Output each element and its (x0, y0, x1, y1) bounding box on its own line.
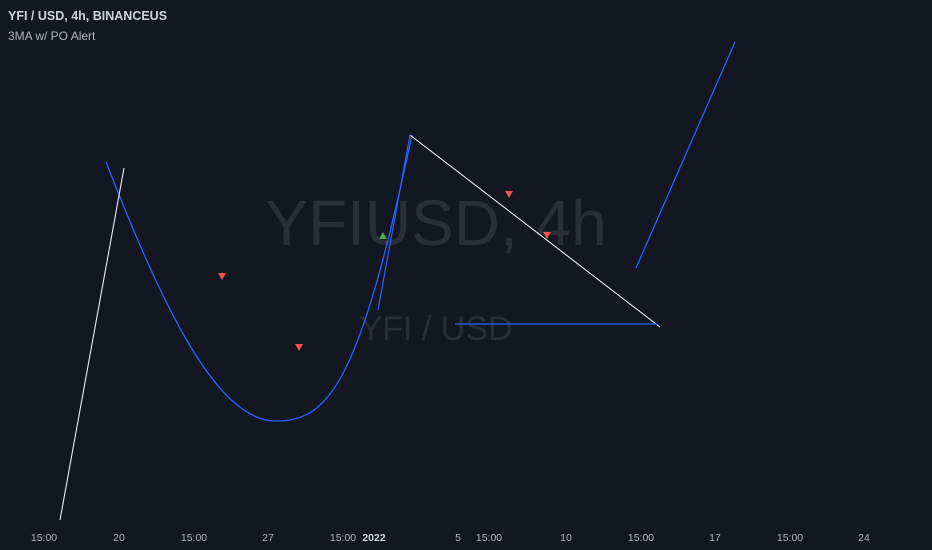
x-tick-label: 10 (560, 532, 572, 544)
rounded-bottom-arc (105, 134, 413, 422)
rally-trendline (59, 167, 125, 521)
x-tick-label: 24 (858, 532, 870, 544)
symbol-title: YFI / USD, 4h, BINANCEUS (8, 9, 168, 23)
sell-signal-icon (543, 232, 551, 239)
x-tick-label: 2022 (362, 532, 386, 544)
x-tick-label: 15:00 (181, 532, 207, 544)
indicator-title[interactable]: 3MA w/ PO Alert (8, 29, 96, 43)
sell-signal-icon (218, 273, 226, 280)
x-tick-label: 15:00 (476, 532, 502, 544)
projection-line (635, 41, 736, 269)
sell-signal-icon (505, 191, 513, 198)
x-tick-label: 20 (113, 532, 125, 544)
watermark-symbol: YFIUSD, 4h (265, 187, 606, 259)
descending-trendline (409, 134, 661, 328)
x-tick-label: 15:00 (628, 532, 654, 544)
buy-signal-icon (379, 232, 387, 239)
watermark-pair: YFI / USD (359, 310, 512, 348)
x-tick-label: 27 (262, 532, 274, 544)
x-tick-label: 15:00 (777, 532, 803, 544)
rally-trendline-2 (377, 134, 411, 311)
x-tick-label: 5 (455, 532, 461, 544)
x-tick-label: 15:00 (31, 532, 57, 544)
x-tick-label: 15:00 (330, 532, 356, 544)
x-tick-label: 17 (709, 532, 721, 544)
sell-signal-icon (295, 344, 303, 351)
